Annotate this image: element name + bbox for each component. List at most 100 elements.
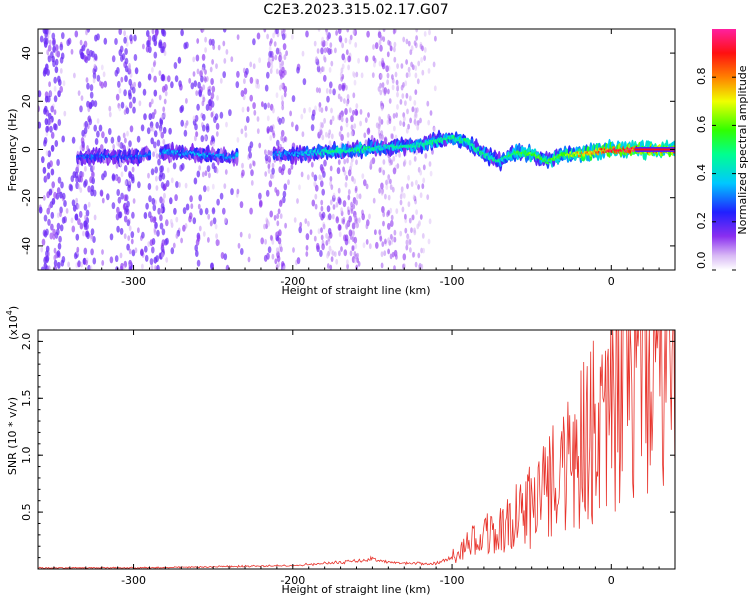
noise-speck [381, 241, 385, 248]
noise-speck [338, 198, 342, 205]
noise-speck [391, 186, 395, 193]
noise-speck [157, 158, 161, 166]
noise-speck [428, 29, 431, 36]
noise-speck [62, 80, 66, 87]
noise-speck [305, 245, 309, 251]
noise-speck [418, 262, 422, 269]
noise-speck [70, 48, 74, 55]
noise-speck [344, 181, 348, 188]
noise-speck [282, 265, 285, 270]
noise-speck [291, 121, 294, 128]
noise-speck [250, 180, 254, 186]
noise-speck [407, 174, 410, 181]
noise-speck [387, 88, 390, 95]
noise-speck [413, 100, 417, 106]
noise-speck [344, 37, 348, 44]
noise-speck [163, 183, 167, 191]
noise-speck [325, 240, 329, 246]
noise-speck [340, 246, 343, 252]
noise-speck [237, 242, 241, 249]
noise-speck [55, 44, 59, 52]
noise-speck [128, 101, 133, 109]
noise-speck [382, 220, 385, 227]
noise-speck [147, 35, 152, 43]
noise-speck [188, 77, 192, 84]
noise-speck [380, 262, 384, 269]
noise-speck [42, 166, 47, 174]
noise-speck [326, 205, 331, 213]
noise-speck [371, 72, 375, 78]
noise-speck [352, 230, 355, 237]
noise-speck [148, 101, 152, 108]
noise-speck [153, 60, 157, 66]
noise-speck [276, 220, 280, 227]
noise-speck [267, 221, 270, 227]
noise-speck [270, 38, 273, 44]
noise-speck [345, 49, 349, 56]
noise-speck [406, 108, 409, 115]
noise-speck [222, 71, 226, 79]
snr-frame [37, 329, 676, 570]
snr-multiplier-exponent: 4 [5, 310, 14, 315]
noise-speck [279, 63, 283, 70]
noise-speck [428, 218, 432, 225]
noise-speck [380, 105, 384, 112]
noise-speck [39, 35, 44, 43]
noise-speck [305, 233, 310, 241]
noise-speck [118, 211, 123, 219]
noise-speck [77, 261, 80, 268]
noise-speck [408, 217, 412, 224]
noise-speck [55, 50, 58, 57]
noise-speck [285, 50, 288, 57]
noise-speck [110, 136, 115, 144]
noise-speck [128, 266, 133, 270]
noise-speck [87, 115, 92, 123]
noise-speck [243, 87, 248, 95]
noise-speck [147, 73, 152, 81]
noise-speck [56, 212, 60, 219]
noise-speck [215, 233, 219, 240]
noise-speck [77, 90, 81, 96]
noise-speck [152, 151, 156, 158]
noise-speck [321, 211, 326, 219]
noise-speck [180, 119, 184, 127]
noise-speck [156, 264, 160, 270]
noise-speck [402, 36, 406, 43]
noise-speck [161, 29, 165, 35]
noise-speck [222, 207, 226, 215]
noise-speck [419, 117, 422, 124]
noise-speck [246, 106, 250, 113]
noise-speck [61, 32, 65, 40]
noise-speck [132, 86, 136, 94]
noise-speck [402, 115, 406, 122]
noise-speck [370, 134, 374, 141]
noise-speck [170, 177, 174, 184]
noise-speck [305, 30, 309, 38]
noise-speck [151, 67, 154, 73]
noise-speck [128, 62, 131, 69]
noise-speck [43, 40, 48, 48]
noise-speck [89, 91, 94, 99]
noise-speck [278, 117, 282, 125]
noise-speck [204, 77, 207, 83]
noise-speck [133, 81, 137, 88]
noise-speck [81, 144, 85, 152]
noise-speck [222, 29, 227, 33]
noise-speck [194, 135, 197, 142]
snr-x-axis-label: Height of straight line (km) [281, 583, 430, 596]
noise-speck [101, 131, 105, 139]
noise-speck [90, 235, 93, 241]
noise-speck [280, 95, 284, 101]
noise-speck [327, 132, 331, 139]
noise-speck [296, 257, 301, 265]
noise-speck [282, 43, 287, 51]
noise-speck [276, 139, 280, 147]
noise-speck [47, 29, 51, 35]
noise-speck [182, 207, 187, 215]
noise-speck [271, 167, 275, 175]
noise-speck [403, 159, 407, 166]
noise-speck [215, 131, 219, 137]
noise-speck [185, 98, 188, 104]
noise-speck [275, 247, 279, 254]
noise-speck [303, 107, 306, 114]
